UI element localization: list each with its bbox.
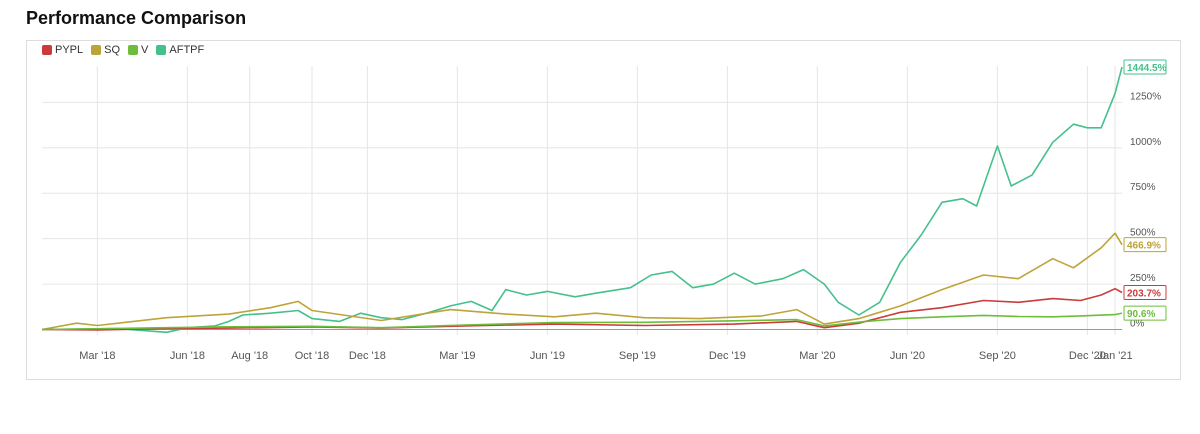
legend-label-sq: SQ bbox=[104, 44, 121, 56]
y-tick-label: 500% bbox=[1130, 228, 1156, 239]
y-tick-label: 1000% bbox=[1130, 137, 1161, 148]
chart-title: Performance Comparison bbox=[26, 8, 247, 28]
chart-panel bbox=[26, 40, 1181, 380]
x-tick-label: Aug '18 bbox=[231, 350, 268, 362]
legend-swatch-aftpf bbox=[156, 45, 167, 55]
legend-swatch-sq bbox=[91, 45, 102, 55]
end-label-sq: 466.9% bbox=[1127, 241, 1161, 252]
x-tick-label: Dec '19 bbox=[709, 350, 746, 362]
end-label-box-aftpf bbox=[1123, 59, 1167, 75]
legend-label-v: V bbox=[141, 44, 149, 56]
y-tick-label: 0% bbox=[1130, 319, 1145, 330]
x-tick-label: Dec '20 bbox=[1069, 350, 1106, 362]
x-tick-label: Dec '18 bbox=[349, 350, 386, 362]
series-line-aftpf bbox=[41, 66, 1123, 334]
legend-item-aftpf[interactable]: AFTPF bbox=[156, 44, 204, 56]
series-line-v bbox=[41, 312, 1123, 331]
x-tick-label: Jan '21 bbox=[1098, 350, 1133, 362]
x-tick-label: Oct '18 bbox=[295, 350, 330, 362]
x-tick-label: Mar '20 bbox=[799, 350, 835, 362]
legend-label-pypl: PYPL bbox=[55, 44, 84, 56]
x-tick-label: Mar '18 bbox=[79, 350, 115, 362]
y-tick-label: 1250% bbox=[1130, 91, 1161, 102]
series-line-pypl bbox=[41, 287, 1123, 331]
x-tick-label: Jun '20 bbox=[890, 350, 925, 362]
end-label-pypl: 203.7% bbox=[1127, 289, 1161, 300]
legend-swatch-pypl bbox=[42, 45, 52, 55]
x-tick-label: Sep '20 bbox=[979, 350, 1016, 362]
end-label-v: 90.6% bbox=[1127, 309, 1155, 320]
legend: PYPL SQ V AFTPF bbox=[42, 44, 204, 56]
y-tick-label: 250% bbox=[1130, 273, 1156, 284]
end-label-aftpf: 1444.5% bbox=[1127, 63, 1167, 74]
end-label-box-pypl bbox=[1123, 285, 1167, 301]
x-tick-label: Jun '19 bbox=[530, 350, 565, 362]
legend-item-pypl[interactable]: PYPL bbox=[42, 44, 83, 56]
legend-label-aftpf: AFTPF bbox=[169, 44, 205, 56]
end-label-box-sq bbox=[1123, 237, 1167, 253]
end-label-box-v bbox=[1123, 305, 1167, 321]
legend-swatch-v bbox=[128, 45, 139, 55]
x-tick-label: Mar '19 bbox=[439, 350, 475, 362]
legend-item-sq[interactable]: SQ bbox=[91, 44, 120, 56]
x-tick-label: Sep '19 bbox=[619, 350, 656, 362]
y-tick-label: 750% bbox=[1130, 182, 1156, 193]
legend-item-v[interactable]: V bbox=[128, 44, 148, 56]
series-line-sq bbox=[41, 232, 1123, 331]
x-tick-label: Jun '18 bbox=[170, 350, 205, 362]
